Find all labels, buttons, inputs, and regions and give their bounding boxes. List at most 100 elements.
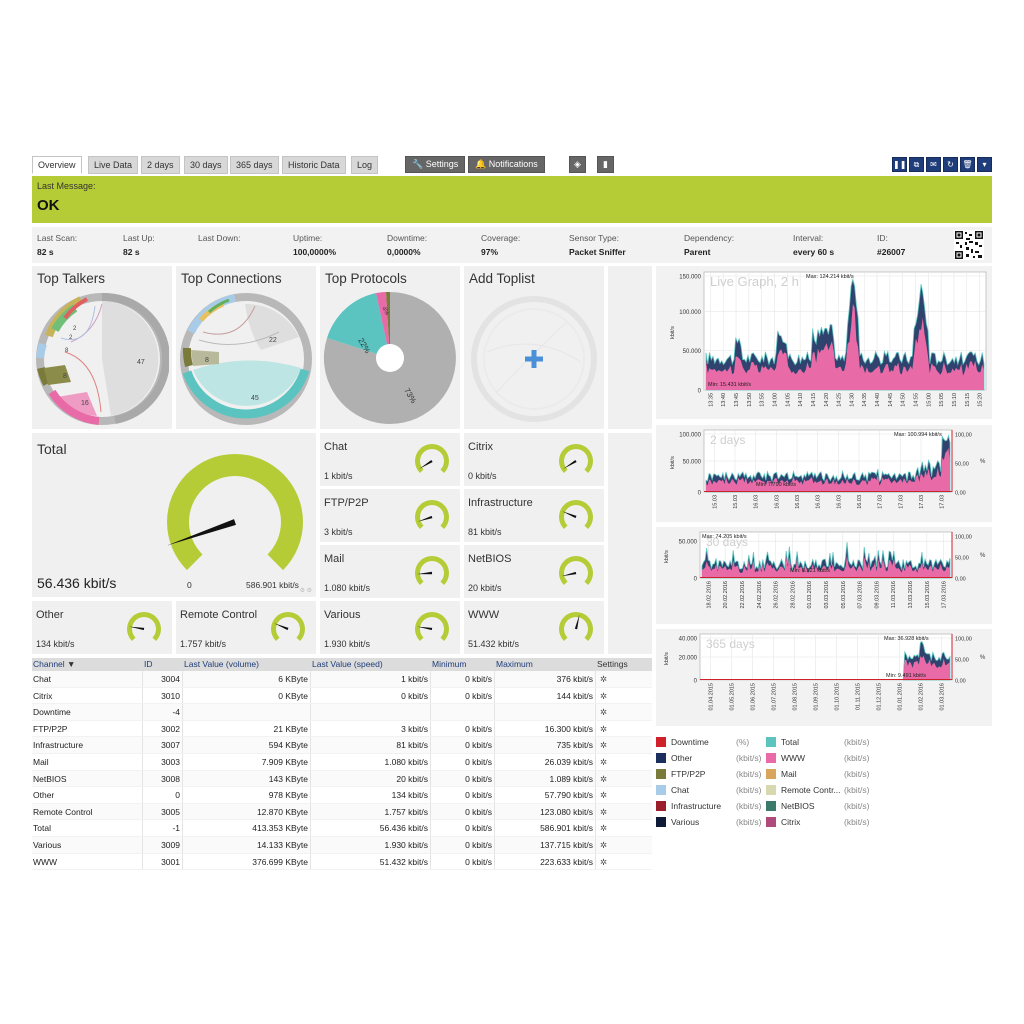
talkers-arc-blue (36, 342, 47, 359)
top-talkers-chord-chart[interactable]: 47 16 8 8 2 2 (35, 292, 169, 426)
table-row[interactable]: FTP/P2P 3002 21 KByte 3 kbit/s 0 kbit/s 16.30… (32, 720, 652, 738)
tab-30-days[interactable]: 30 days (184, 156, 228, 174)
table-row[interactable]: Downtime -4 ✲ (32, 704, 652, 721)
legend-name: Various (671, 817, 700, 827)
table-row[interactable]: Citrix 3010 0 KByte 0 kbit/s 0 kbit/s 144 kbi… (32, 687, 652, 705)
qr-code-icon[interactable] (954, 230, 984, 260)
row-settings-gear-icon[interactable]: ✲ (600, 740, 608, 751)
live-graph[interactable]: 150.000 100.000 50.000 0 kbit/s Live Graph, 2… (656, 266, 992, 419)
tab-2-days[interactable]: 2 days (141, 156, 180, 174)
table-row[interactable]: Other 0 978 KByte 134 kbit/s 0 kbit/s 57.790 … (32, 787, 652, 804)
plus-icon[interactable] (525, 350, 543, 368)
live-graph-panel[interactable]: 150.000 100.000 50.000 0 kbit/s Live Graph, 2… (656, 266, 992, 419)
col-volume-header[interactable]: Last Value (volume) (184, 659, 259, 669)
notes-button[interactable]: ▮ (597, 156, 614, 173)
row-settings-gear-icon[interactable]: ✲ (600, 707, 608, 718)
top-protocols-donut-chart[interactable]: 22% 73% 4% (322, 290, 458, 426)
row-settings-gear-icon[interactable]: ✲ (600, 756, 608, 767)
legend-swatch (766, 801, 776, 811)
table-row[interactable]: Mail 3003 7.909 KByte 1.080 kbit/s 0 kbit/s 2… (32, 753, 652, 771)
row-settings-gear-icon[interactable]: ✲ (600, 839, 608, 850)
x-tick-label: 01.11.2015 (856, 683, 862, 710)
email-button[interactable]: ✉ (926, 157, 941, 172)
clone-button[interactable]: ⧉ (909, 157, 924, 172)
thirty-days-graph[interactable]: 50.000 0 kbit/s 100,00 50,00 0,00% 30 daysMax:… (656, 527, 992, 624)
cell-maximum: 16.300 kbit/s (544, 723, 593, 734)
row-settings-gear-icon[interactable]: ✲ (600, 773, 608, 784)
thirty-days-graph-panel[interactable]: 50.000 0 kbit/s 100,00 50,00 0,00% 30 days Max:… (656, 527, 992, 624)
info-id: ID: #26007 (877, 233, 906, 257)
connections-arc-blue (187, 294, 236, 334)
pause-button[interactable]: ❚❚ (892, 157, 907, 172)
top-talkers-panel[interactable]: Top Talkers 47 16 8 8 2 2 (32, 266, 172, 429)
two-days-graph-panel[interactable]: 100.000 50.000 0 kbit/s 100,00 50,00 0,00% 2 da… (656, 425, 992, 522)
table-row[interactable]: WWW 3001 376.699 KByte 51.432 kbit/s 0 kbit/… (32, 853, 652, 871)
row-settings-gear-icon[interactable]: ✲ (600, 823, 608, 834)
legend-unit: (kbit/s) (844, 753, 870, 763)
table-row[interactable]: Total -1 413.353 KByte 56.436 kbit/s 0 kbit/… (32, 820, 652, 837)
x-tick-label: 20.02.2016 (723, 581, 729, 609)
column-divider (595, 753, 596, 770)
settings-button[interactable]: 🔧 Settings (405, 156, 466, 173)
tab-bar: Overview Live Data 2 days 30 days 365 da… (32, 156, 992, 174)
top-protocols-panel[interactable]: Top Protocols 22% 73% 4% (320, 266, 460, 429)
two-days-graph[interactable]: 100.000 50.000 0 kbit/s 100,00 50,00 0,00% 2 da… (656, 425, 992, 522)
year-graph[interactable]: 40.000 20.000 0 kbit/s 100,00 50,00 0,00% 365 d… (656, 629, 992, 726)
delete-button[interactable]: 🗑 (960, 157, 975, 172)
column-divider (595, 853, 596, 870)
row-settings-gear-icon[interactable]: ✲ (600, 806, 608, 817)
tab-overview[interactable]: Overview (32, 156, 82, 174)
tab-live-data[interactable]: Live Data (88, 156, 139, 174)
info-last-scan: Last Scan: 82 s (37, 233, 78, 257)
column-divider (310, 803, 311, 820)
column-divider (430, 737, 431, 753)
legend-swatch (656, 769, 666, 779)
series-total-area (706, 435, 950, 492)
series-www-area (706, 304, 984, 390)
top-connections-panel[interactable]: Top Connections 22 45 8 (176, 266, 316, 429)
row-settings-gear-icon[interactable]: ✲ (600, 723, 608, 734)
table-row[interactable]: Chat 3004 6 KByte 1 kbit/s 0 kbit/s 376 kbit/… (32, 671, 652, 688)
col-channel-header[interactable]: Channel ▼ (33, 659, 76, 669)
row-settings-gear-icon[interactable]: ✲ (600, 690, 608, 701)
column-divider (310, 787, 311, 803)
table-row[interactable]: NetBIOS 3008 143 KByte 20 kbit/s 0 kbit/s 1.0… (32, 770, 652, 788)
add-toplist-placeholder[interactable] (467, 292, 601, 426)
table-row[interactable]: Remote Control 3005 12.870 KByte 1.757 kbit… (32, 803, 652, 821)
year-graph-panel[interactable]: 40.000 20.000 0 kbit/s 100,00 50,00 0,00% 365 d… (656, 629, 992, 726)
tab-historic-data[interactable]: Historic Data (282, 156, 346, 174)
top-connections-title: Top Connections (181, 271, 282, 286)
gauge-value: 1.930 kbit/s (324, 639, 371, 649)
refresh-button[interactable]: ↻ (943, 157, 958, 172)
row-settings-gear-icon[interactable]: ✲ (600, 674, 608, 684)
col-id-header[interactable]: ID (144, 659, 153, 669)
tab-365-days[interactable]: 365 days (230, 156, 279, 174)
clone-icon: ⧉ (913, 160, 920, 169)
x-tick-label: 15:10 (952, 393, 958, 407)
cell-speed (312, 704, 428, 720)
add-toplist-panel[interactable]: Add Toplist (464, 266, 604, 429)
cell-speed: 20 kbit/s (396, 773, 428, 784)
tab-log[interactable]: Log (351, 156, 379, 174)
top-connections-chord-chart[interactable]: 22 45 8 (179, 292, 313, 426)
cell-minimum: 0 kbit/s (465, 806, 492, 817)
col-minimum-header[interactable]: Minimum (432, 659, 467, 669)
row-settings-gear-icon[interactable]: ✲ (600, 856, 608, 867)
table-row[interactable]: Infrastructure 3007 594 KByte 81 kbit/s 0 kb… (32, 737, 652, 754)
notifications-button[interactable]: 🔔 Notifications (468, 156, 545, 173)
col-speed-header[interactable]: Last Value (speed) (312, 659, 383, 669)
col-maximum-header[interactable]: Maximum (496, 659, 533, 669)
connections-arc-olive (182, 347, 193, 368)
column-divider (310, 720, 311, 737)
column-divider (310, 737, 311, 753)
tag-button[interactable]: ◈ (569, 156, 586, 173)
x-tick-label: 28.02.2016 (790, 581, 796, 609)
row-settings-gear-icon[interactable]: ✲ (600, 790, 608, 801)
sensor-info-bar: Last Scan: 82 s Last Up: 82 s Last Down: U… (32, 227, 992, 263)
more-menu-button[interactable]: ▾ (977, 157, 992, 172)
total-gauge-min: 0 (187, 580, 192, 590)
min-label: Min: 15.431 kbit/s (708, 382, 751, 388)
cell-channel: Various (33, 839, 62, 850)
table-row[interactable]: Various 3009 14.133 KByte 1.930 kbit/s 0 kbi… (32, 836, 652, 854)
x-tick-label: 15:05 (939, 393, 945, 407)
